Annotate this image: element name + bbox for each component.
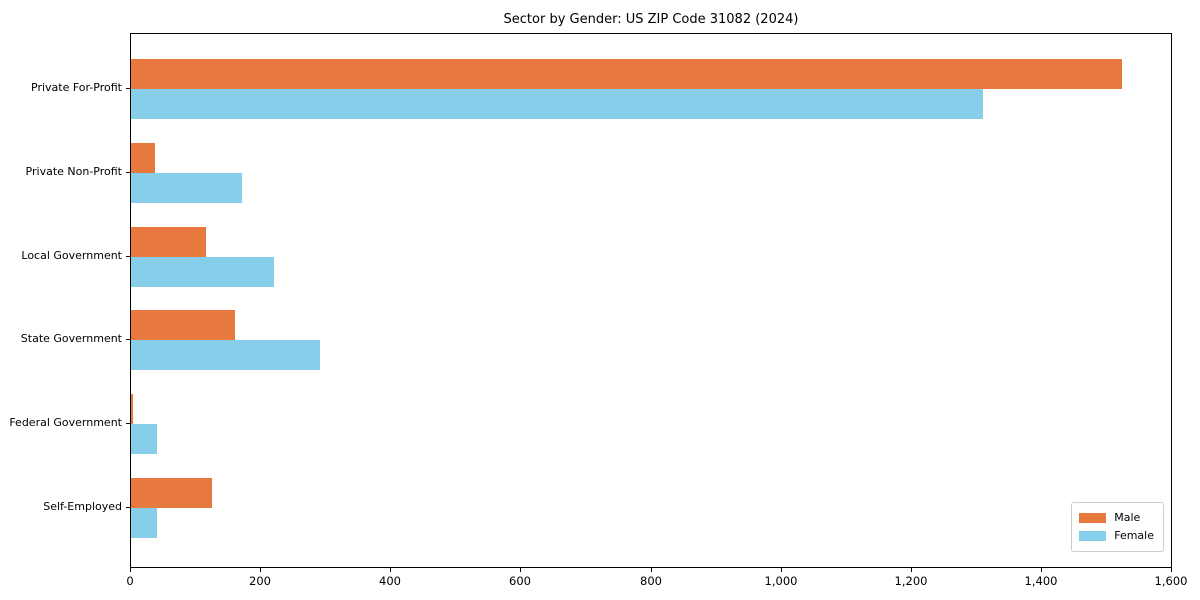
y-tick-label-local-government: Local Government	[21, 248, 122, 262]
bar-male-federal-government	[131, 394, 133, 425]
bars-layer	[131, 34, 1171, 567]
bar-male-state-government	[131, 310, 235, 341]
x-tick-label-0: 0	[126, 574, 134, 588]
x-tick-mark	[260, 568, 261, 572]
bar-female-federal-government	[131, 424, 157, 455]
y-tick-label-private-for-profit: Private For-Profit	[31, 81, 122, 94]
x-tick-mark	[130, 568, 131, 572]
x-tick-mark	[651, 568, 652, 572]
bar-female-local-government	[131, 256, 274, 287]
bar-female-private-non-profit	[131, 172, 242, 203]
x-tick-label-1-600: 1,600	[1154, 574, 1188, 588]
x-tick-label-1-000: 1,000	[764, 574, 798, 588]
x-tick-mark	[520, 568, 521, 572]
bar-male-local-government	[131, 226, 206, 257]
bar-male-self-employed	[131, 478, 212, 508]
plot-area: Male Female	[130, 33, 1172, 568]
x-tick-label-800: 800	[640, 574, 662, 588]
legend-entry-male: Male	[1079, 509, 1154, 527]
y-tick-label-self-employed: Self-Employed	[43, 500, 122, 513]
x-tick-label-600: 600	[509, 574, 531, 588]
y-tick-label-private-non-profit: Private Non-Profit	[25, 164, 122, 178]
x-tick-mark	[911, 568, 912, 572]
bar-male-private-non-profit	[131, 142, 155, 173]
x-tick-mark	[781, 568, 782, 572]
x-tick-label-400: 400	[379, 574, 401, 588]
legend-swatch-female-icon	[1079, 531, 1107, 541]
legend: Male Female	[1071, 502, 1164, 552]
bar-female-self-employed	[131, 508, 157, 538]
x-tick-mark	[1171, 568, 1172, 572]
x-tick-label-1-400: 1,400	[1024, 574, 1058, 588]
y-tick-label-federal-government: Federal Government	[9, 416, 122, 430]
x-tick-mark	[1041, 568, 1042, 572]
legend-label-female: Female	[1114, 529, 1154, 542]
x-tick-label-200: 200	[249, 574, 271, 588]
bar-female-state-government	[131, 340, 320, 371]
chart-title: Sector by Gender: US ZIP Code 31082 (202…	[503, 12, 799, 27]
x-tick-label-1-200: 1,200	[894, 574, 928, 588]
bar-male-private-for-profit	[131, 59, 1122, 89]
y-tick-label-state-government: State Government	[20, 332, 122, 346]
legend-label-male: Male	[1114, 511, 1141, 524]
legend-swatch-male-icon	[1079, 513, 1107, 523]
bar-female-private-for-profit	[131, 89, 983, 119]
x-tick-mark	[390, 568, 391, 572]
legend-entry-female: Female	[1079, 527, 1154, 545]
